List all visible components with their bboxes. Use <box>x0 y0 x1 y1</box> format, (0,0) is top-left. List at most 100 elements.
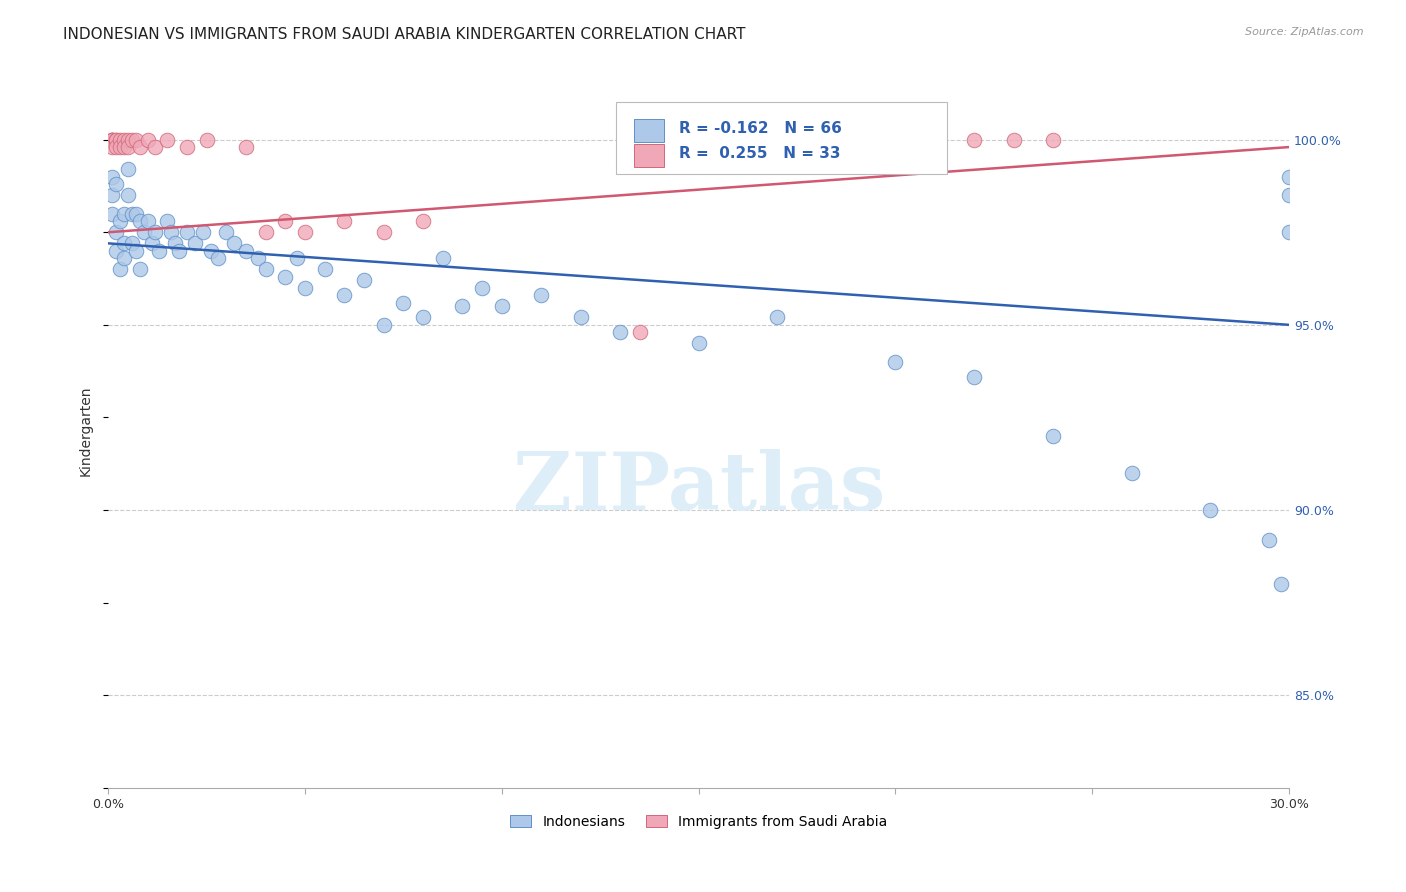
Point <box>195 133 218 147</box>
Point <box>132 225 155 239</box>
Point <box>105 244 128 258</box>
Point <box>1199 503 1222 517</box>
Point <box>1121 466 1143 480</box>
Point <box>101 207 124 221</box>
Point <box>112 236 135 251</box>
Point <box>274 269 297 284</box>
Point <box>215 225 238 239</box>
Point <box>314 262 336 277</box>
Point <box>156 214 179 228</box>
Point <box>165 236 187 251</box>
Point <box>432 251 454 265</box>
Point <box>176 140 198 154</box>
Point <box>294 225 316 239</box>
Point <box>1042 429 1064 443</box>
Point <box>1042 133 1064 147</box>
Point <box>285 251 308 265</box>
Point <box>451 299 474 313</box>
Point <box>176 225 198 239</box>
FancyBboxPatch shape <box>634 145 665 168</box>
Point <box>141 236 163 251</box>
Text: ZIPatlas: ZIPatlas <box>513 449 884 526</box>
Point <box>105 225 128 239</box>
Y-axis label: Kindergarten: Kindergarten <box>79 385 93 475</box>
Point <box>1278 188 1301 202</box>
Point <box>156 133 179 147</box>
Point <box>136 133 159 147</box>
Point <box>148 244 170 258</box>
Point <box>373 225 395 239</box>
Point <box>200 244 222 258</box>
Point <box>125 244 148 258</box>
Point <box>101 133 124 147</box>
Point <box>609 325 631 339</box>
Point <box>628 325 651 339</box>
Point <box>167 244 190 258</box>
Point <box>884 355 907 369</box>
Point <box>963 369 986 384</box>
Point <box>471 281 494 295</box>
Point <box>101 133 124 147</box>
Point <box>108 133 131 147</box>
Point <box>392 295 415 310</box>
Point <box>1002 133 1025 147</box>
Point <box>766 310 789 325</box>
Point <box>235 140 257 154</box>
Point <box>246 251 269 265</box>
Point <box>112 140 135 154</box>
Point <box>1278 225 1301 239</box>
Point <box>101 133 124 147</box>
Point <box>105 177 128 191</box>
Point <box>105 133 128 147</box>
Point <box>963 133 986 147</box>
Point <box>108 262 131 277</box>
FancyBboxPatch shape <box>634 120 665 143</box>
Point <box>207 251 229 265</box>
Point <box>117 162 139 177</box>
Point <box>530 288 553 302</box>
Point <box>121 133 143 147</box>
Point <box>145 140 167 154</box>
Point <box>112 251 135 265</box>
Point <box>1270 577 1292 591</box>
Point <box>105 140 128 154</box>
Text: INDONESIAN VS IMMIGRANTS FROM SAUDI ARABIA KINDERGARTEN CORRELATION CHART: INDONESIAN VS IMMIGRANTS FROM SAUDI ARAB… <box>63 27 745 42</box>
Text: R = -0.162   N = 66: R = -0.162 N = 66 <box>679 121 841 136</box>
Point <box>125 207 148 221</box>
Point <box>224 236 246 251</box>
Point <box>128 214 150 228</box>
Point <box>333 288 356 302</box>
Point <box>125 133 148 147</box>
Point <box>353 273 375 287</box>
Point <box>491 299 513 313</box>
Point <box>191 225 214 239</box>
Point <box>117 133 139 147</box>
Point <box>294 281 316 295</box>
Text: Source: ZipAtlas.com: Source: ZipAtlas.com <box>1246 27 1364 37</box>
FancyBboxPatch shape <box>616 102 946 175</box>
Point <box>373 318 395 332</box>
Point <box>333 214 356 228</box>
Legend: Indonesians, Immigrants from Saudi Arabia: Indonesians, Immigrants from Saudi Arabi… <box>505 809 893 835</box>
Point <box>184 236 207 251</box>
Point <box>101 133 124 147</box>
Point <box>254 262 277 277</box>
Point <box>235 244 257 258</box>
Point <box>412 214 434 228</box>
Point <box>121 207 143 221</box>
Point <box>136 214 159 228</box>
Point <box>128 262 150 277</box>
Point <box>1278 169 1301 184</box>
Point <box>145 225 167 239</box>
Point <box>569 310 592 325</box>
Point <box>108 214 131 228</box>
Point <box>412 310 434 325</box>
Point <box>101 140 124 154</box>
Point <box>112 133 135 147</box>
Point <box>160 225 183 239</box>
Point <box>1258 533 1281 547</box>
Text: R =  0.255   N = 33: R = 0.255 N = 33 <box>679 146 839 161</box>
Point <box>112 207 135 221</box>
Point <box>117 140 139 154</box>
Point <box>108 140 131 154</box>
